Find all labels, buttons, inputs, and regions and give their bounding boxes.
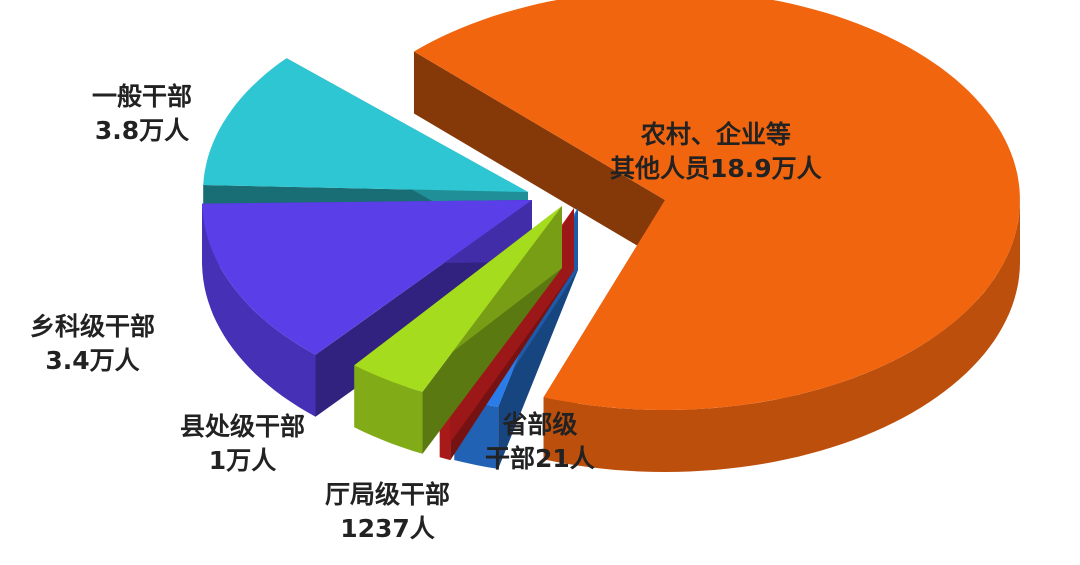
label-ministerial: 省部级 干部21人	[485, 408, 595, 476]
label-county: 县处级干部 1万人	[180, 410, 305, 478]
label-township: 乡科级干部 3.4万人	[30, 310, 155, 378]
slice-outer-side	[543, 200, 1020, 472]
label-ministerial-line1: 省部级	[502, 410, 578, 439]
label-county-line2: 1万人	[208, 446, 277, 475]
slice-2	[202, 200, 532, 355]
label-general-line2: 3.8万人	[94, 116, 190, 145]
slice-outer-side	[202, 203, 316, 417]
label-other-line2: 其他人员18.9万人	[610, 154, 822, 183]
label-bureau-line1: 厅局级干部	[325, 480, 451, 509]
label-bureau-line2: 1237人	[340, 514, 435, 543]
slice-side-face	[413, 51, 665, 263]
label-general: 一般干部 3.8万人	[92, 80, 192, 148]
label-county-line1: 县处级干部	[180, 412, 306, 441]
slice-1	[203, 58, 528, 193]
slice-0	[414, 0, 1020, 410]
label-other-line1: 农村、企业等	[640, 120, 791, 149]
slice-outer-side	[354, 365, 423, 454]
label-general-line1: 一般干部	[92, 82, 193, 111]
label-other: 农村、企业等 其他人员18.9万人	[610, 118, 822, 186]
label-ministerial-line2: 干部21人	[485, 444, 595, 473]
label-township-line2: 3.4万人	[45, 346, 140, 375]
slice-3	[354, 206, 562, 392]
label-bureau: 厅局级干部 1237人	[325, 478, 450, 546]
label-township-line1: 乡科级干部	[30, 312, 156, 341]
